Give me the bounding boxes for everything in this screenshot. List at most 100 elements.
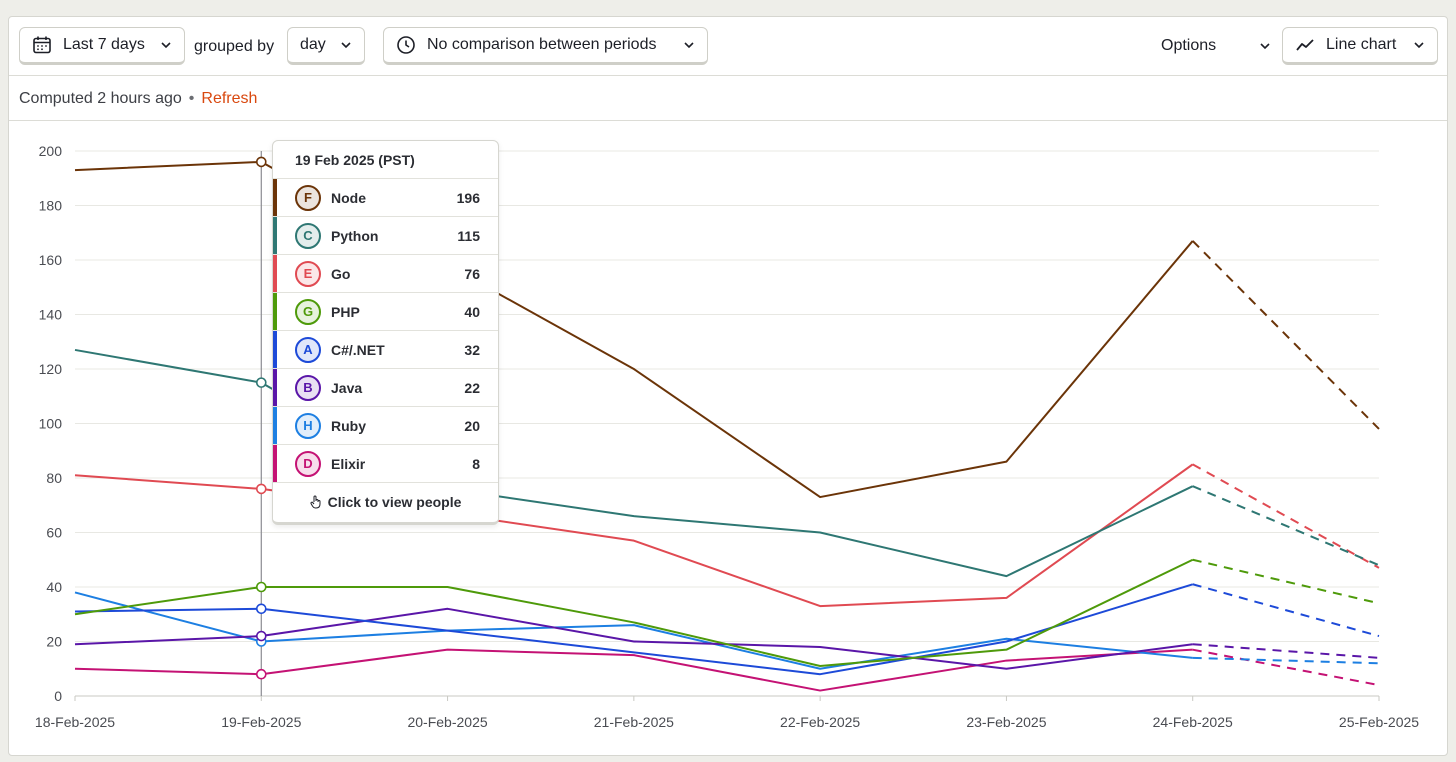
comparison-select[interactable]: No comparison between periods (383, 27, 708, 65)
comparison-label: No comparison between periods (427, 36, 657, 53)
series-color-bar (273, 445, 277, 482)
tooltip-row: A C#/.NET 32 (273, 331, 498, 369)
series-line (74, 160, 1194, 499)
hover-point (255, 581, 267, 593)
y-tick-label: 100 (39, 416, 63, 432)
series-color-bar (273, 331, 277, 368)
series-line (74, 558, 1194, 668)
computed-text: Computed 2 hours ago (19, 89, 182, 107)
date-range-label: Last 7 days (63, 36, 145, 53)
series-line-incomplete (1192, 656, 1380, 665)
x-tick-label: 20-Feb-2025 (407, 714, 487, 730)
series-line (74, 591, 1193, 670)
series-color-bar (273, 369, 277, 406)
grouped-by-label: grouped by (194, 38, 275, 55)
x-tick-label: 18-Feb-2025 (35, 714, 115, 730)
series-name: Elixir (331, 455, 366, 472)
series-line-incomplete (1192, 485, 1380, 567)
view-people-label: Click to view people (327, 494, 462, 510)
series-value: 196 (456, 189, 480, 206)
series-value: 76 (464, 265, 480, 282)
y-tick-label: 40 (46, 579, 62, 595)
chart-series (74, 151, 1380, 696)
tooltip-row: H Ruby 20 (273, 407, 498, 445)
series-letter-badge: F (295, 184, 321, 211)
chart-type-label: Line chart (1326, 36, 1397, 53)
series-letter-badge: C (295, 222, 321, 249)
tooltip-row: G PHP 40 (273, 293, 498, 331)
chart-grid (75, 150, 1379, 697)
line-chart-icon (1295, 35, 1315, 55)
series-letter-badge: B (295, 374, 321, 401)
toolbar: Last 7 days grouped by day No comparison… (9, 17, 1447, 76)
series-line-incomplete (1192, 240, 1380, 430)
line-chart[interactable]: 0 20 40 60 80 100 120 140 160 180 200 18-Feb-2025 19… (8, 16, 1448, 756)
y-tick-label: 140 (39, 307, 63, 323)
series-line (74, 463, 1194, 608)
series-name: Python (331, 227, 379, 244)
x-tick-label: 21-Feb-2025 (594, 714, 674, 730)
y-tick-label: 0 (54, 688, 62, 704)
date-range-select[interactable]: Last 7 days (19, 27, 185, 65)
hover-point (255, 603, 267, 615)
insight-panel: 0 20 40 60 80 100 120 140 160 180 200 18-Feb-2025 19… (8, 16, 1448, 756)
series-letter-badge: A (295, 336, 321, 363)
series-name: PHP (331, 303, 360, 320)
x-tick-label: 22-Feb-2025 (780, 714, 860, 730)
chevron-down-icon (160, 39, 172, 51)
status-bar: Computed 2 hours ago • Refresh (9, 77, 1447, 121)
y-tick-label: 60 (46, 525, 62, 541)
pointer-hand-icon (310, 495, 322, 509)
tooltip-row: F Node 196 (273, 179, 498, 217)
series-color-bar (273, 407, 277, 444)
series-name: Java (331, 379, 363, 396)
tooltip-rows: F Node 196 C Python 115 E Go 76 G PHP 40 A C#/.NET 32 B… (273, 179, 498, 483)
y-tick-label: 200 (39, 143, 63, 159)
series-value: 20 (464, 417, 480, 434)
x-tick-label: 23-Feb-2025 (966, 714, 1046, 730)
series-name: Node (331, 189, 366, 206)
hover-point (255, 630, 267, 642)
series-letter-badge: E (295, 260, 321, 287)
series-letter-badge: H (295, 412, 321, 439)
series-letter-badge: D (295, 450, 321, 477)
series-line-incomplete (1192, 558, 1380, 605)
clock-icon (396, 35, 416, 55)
refresh-link[interactable]: Refresh (201, 89, 258, 107)
separator-dot: • (188, 89, 195, 107)
series-value: 8 (472, 455, 480, 472)
interval-select[interactable]: day (287, 27, 365, 65)
series-name: C#/.NET (331, 341, 385, 358)
y-tick-label: 20 (46, 634, 62, 650)
y-tick-label: 180 (39, 198, 63, 214)
series-color-bar (273, 293, 277, 330)
series-line-incomplete (1192, 648, 1380, 687)
chevron-down-icon (340, 39, 352, 51)
x-tick-label: 19-Feb-2025 (221, 714, 301, 730)
tooltip-title: 19 Feb 2025 (PST) (273, 141, 498, 179)
chevron-down-icon (1259, 40, 1271, 52)
series-letter-badge: G (295, 298, 321, 325)
hover-point (255, 668, 267, 680)
series-line (74, 648, 1193, 692)
tooltip-row: E Go 76 (273, 255, 498, 293)
options-dropdown[interactable]: Options (1161, 27, 1271, 65)
hover-point (255, 377, 267, 388)
chart-type-select[interactable]: Line chart (1282, 27, 1438, 65)
series-value: 32 (464, 341, 480, 358)
view-people-button[interactable]: Click to view people (273, 483, 498, 521)
hover-point (255, 156, 267, 168)
chevron-down-icon (683, 39, 695, 51)
chart-axes: 0 20 40 60 80 100 120 140 160 180 200 18-Feb-2025 19… (35, 143, 1419, 730)
series-color-bar (273, 179, 277, 216)
series-value: 40 (464, 303, 480, 320)
series-line-incomplete (1192, 643, 1380, 659)
calendar-icon (32, 35, 52, 55)
y-tick-label: 120 (39, 361, 63, 377)
y-tick-label: 80 (46, 470, 62, 486)
series-line-incomplete (1192, 583, 1380, 638)
series-name: Go (331, 265, 351, 282)
series-value: 115 (457, 227, 480, 244)
interval-label: day (300, 36, 326, 53)
tooltip-row: D Elixir 8 (273, 445, 498, 483)
